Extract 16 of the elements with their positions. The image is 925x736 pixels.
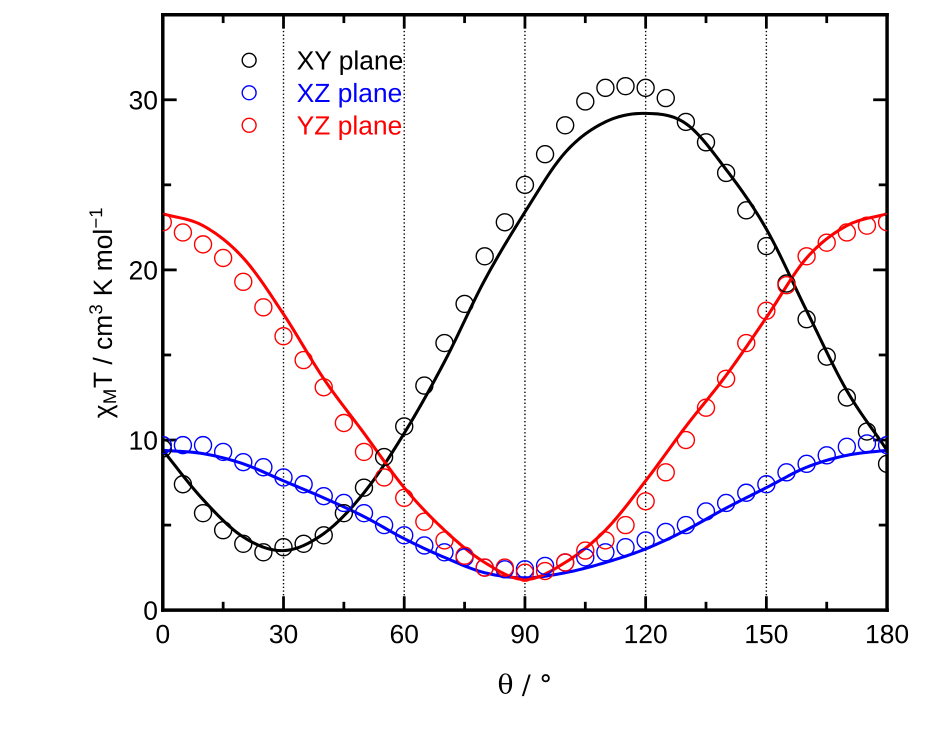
y-tick-label: 30 [130,90,157,110]
x-tick-label: 90 [512,624,539,644]
y-axis-title: χ$_{M}$T / cm$^{3}$ K mol$^{−1}$ [89,208,118,418]
y-tick-label: 0 [144,601,157,620]
legend-label: XY plane [297,50,402,75]
x-tick-label: 30 [270,624,298,644]
y-tick-label: 20 [130,261,157,280]
x-tick-label: 120 [626,624,667,644]
x-tick-label: 150 [746,624,788,644]
y-tick-label: 10 [130,431,157,450]
x-axis-title: θ / ° [498,673,550,696]
legend-label: XZ plane [297,82,402,108]
x-tick-label: 0 [156,624,170,644]
legend-label: YZ plane [297,115,402,140]
x-tick-label: 60 [390,624,418,644]
x-tick-label: 180 [867,624,908,644]
